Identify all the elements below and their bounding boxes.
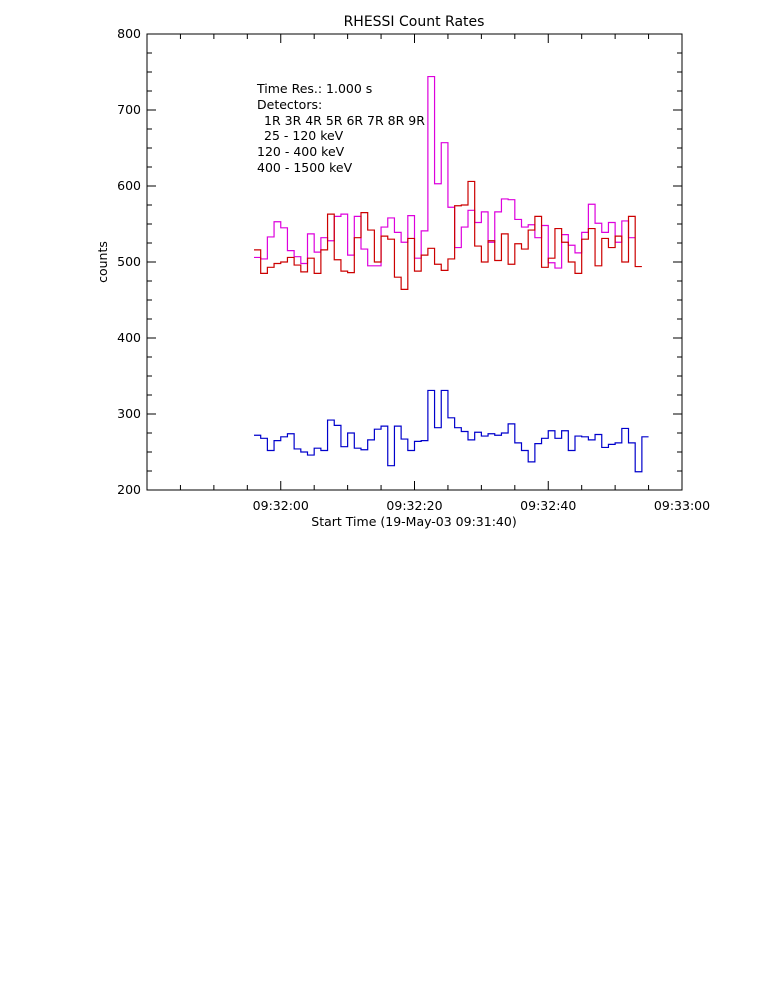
y-tick-label: 700: [117, 102, 141, 117]
y-tick-label: 400: [117, 330, 141, 345]
y-tick-label: 600: [117, 178, 141, 193]
series-line-2: [254, 75, 636, 269]
legend-detectors-list: 1R 3R 4R 5R 6R 7R 8R 9R: [264, 113, 425, 128]
x-tick-label: 09:32:40: [520, 498, 576, 513]
series-line-1: [254, 389, 649, 473]
legend-detectors-label: Detectors:: [257, 97, 322, 112]
legend-series-3: 400 - 1500 keV: [257, 160, 353, 175]
legend-series-1: 25 - 120 keV: [264, 128, 344, 143]
y-tick-label: 800: [117, 26, 141, 41]
x-tick-label: 09:33:00: [654, 498, 710, 513]
series-line-3: [254, 180, 642, 290]
y-tick-label: 200: [117, 482, 141, 497]
x-axis: 09:32:00 09:32:20 09:32:40 09:33:00: [179, 34, 710, 513]
y-tick-label: 500: [117, 254, 141, 269]
y-tick-label: 300: [117, 406, 141, 421]
legend: Time Res.: 1.000 s Detectors: 1R 3R 4R 5…: [256, 81, 425, 175]
chart-title: RHESSI Count Rates: [344, 14, 485, 30]
x-tick-label: 09:32:20: [386, 498, 442, 513]
y-axis-label: counts: [95, 241, 110, 283]
legend-time-res: Time Res.: 1.000 s: [256, 81, 372, 96]
x-tick-label: 09:32:00: [253, 498, 309, 513]
x-axis-label: Start Time (19-May-03 09:31:40): [311, 514, 516, 529]
y-axis: 200 300 400 500 600 700 800: [117, 26, 682, 497]
series-layer: [254, 75, 649, 473]
legend-series-2: 120 - 400 keV: [257, 144, 345, 159]
